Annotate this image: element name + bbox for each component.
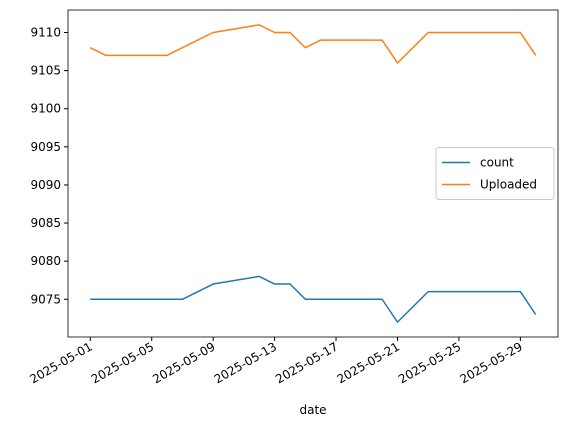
x-tick-label: 2025-05-25 bbox=[396, 339, 463, 386]
x-axis-label: date bbox=[299, 403, 326, 417]
x-tick-label: 2025-05-17 bbox=[273, 339, 340, 386]
y-tick-label: 9090 bbox=[30, 178, 61, 192]
legend: count Uploaded bbox=[435, 147, 555, 200]
plot-frame bbox=[67, 9, 559, 338]
x-tick-label: 2025-05-05 bbox=[89, 339, 156, 386]
line-series bbox=[90, 275, 537, 323]
legend-box bbox=[435, 147, 555, 200]
y-tick-label: 9105 bbox=[30, 64, 61, 78]
x-tick-label: 2025-05-09 bbox=[150, 339, 217, 386]
x-tick-label: 2025-05-29 bbox=[457, 339, 524, 386]
line-series bbox=[89, 24, 537, 64]
x-tick-label: 2025-05-13 bbox=[212, 339, 279, 386]
y-tick-label: 9075 bbox=[30, 292, 61, 306]
y-tick-label: 9110 bbox=[30, 25, 61, 39]
y-tick-label: 9095 bbox=[30, 140, 61, 154]
legend-label: count bbox=[480, 156, 514, 170]
y-tick-label: 9080 bbox=[30, 254, 61, 268]
legend-label: Uploaded bbox=[480, 178, 537, 192]
y-tick-label: 9100 bbox=[30, 102, 61, 116]
x-tick-label: 2025-05-01 bbox=[27, 339, 94, 386]
x-tick-label: 2025-05-21 bbox=[335, 339, 402, 386]
y-tick-label: 9085 bbox=[30, 216, 61, 230]
